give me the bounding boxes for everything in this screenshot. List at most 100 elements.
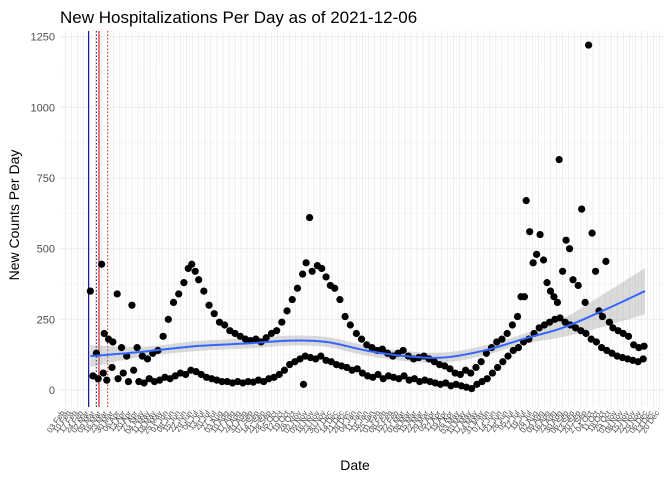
data-point xyxy=(119,369,127,377)
data-point xyxy=(293,284,302,292)
y-axis-title: New Counts Per Day xyxy=(6,150,22,281)
data-point xyxy=(494,363,502,372)
data-point xyxy=(591,267,600,275)
data-point xyxy=(108,363,116,372)
data-point xyxy=(283,307,291,315)
data-point xyxy=(543,279,551,287)
data-point xyxy=(195,276,203,284)
data-point xyxy=(299,380,308,388)
data-point xyxy=(585,41,593,49)
data-point xyxy=(378,345,386,353)
data-point xyxy=(164,315,172,323)
data-point xyxy=(533,250,541,258)
data-point xyxy=(565,245,574,253)
data-point xyxy=(244,377,252,386)
y-tick-label: 500 xyxy=(37,244,55,256)
data-point xyxy=(483,375,491,383)
data-point xyxy=(346,321,354,329)
confidence-band xyxy=(90,268,645,368)
data-point xyxy=(262,334,270,342)
data-point xyxy=(275,370,283,379)
data-point xyxy=(302,259,310,267)
data-point xyxy=(539,256,548,264)
data-point xyxy=(598,312,607,321)
data-point xyxy=(529,259,537,267)
data-point xyxy=(117,344,126,352)
data-point xyxy=(180,279,188,287)
y-tick-label: 0 xyxy=(49,385,55,397)
data-point xyxy=(159,332,167,340)
data-point xyxy=(477,358,485,366)
data-point xyxy=(273,327,281,335)
data-point xyxy=(514,344,523,352)
data-point xyxy=(400,372,408,380)
data-point xyxy=(103,376,111,384)
data-point xyxy=(322,273,330,281)
data-point xyxy=(592,338,601,346)
data-point xyxy=(499,358,507,366)
data-point xyxy=(374,370,382,379)
data-point xyxy=(520,293,529,301)
data-points xyxy=(86,41,648,393)
data-point xyxy=(353,365,361,373)
data-point xyxy=(526,228,534,236)
reference-lines xyxy=(87,31,109,407)
smooth-curve xyxy=(90,290,646,359)
data-point xyxy=(508,321,516,329)
chart-title: New Hospitalizations Per Day as of 2021-… xyxy=(60,8,417,27)
data-point xyxy=(288,295,296,304)
data-point xyxy=(210,310,218,318)
data-point xyxy=(550,293,558,301)
data-point xyxy=(133,344,141,352)
data-point xyxy=(546,287,555,295)
data-point xyxy=(624,332,633,340)
data-point xyxy=(169,298,178,306)
data-point xyxy=(399,346,407,355)
data-point xyxy=(308,267,316,275)
data-point xyxy=(605,318,614,326)
data-point xyxy=(582,329,590,338)
data-point xyxy=(124,377,133,386)
data-point xyxy=(140,379,148,387)
data-point xyxy=(574,281,582,290)
data-point xyxy=(200,287,208,295)
data-point xyxy=(640,342,648,350)
x-axis-title: Date xyxy=(340,457,370,473)
data-point xyxy=(331,284,339,292)
data-point xyxy=(562,236,570,244)
data-point xyxy=(175,290,183,298)
data-point xyxy=(94,375,102,383)
data-point xyxy=(130,366,138,374)
data-point xyxy=(318,264,326,273)
data-point xyxy=(336,295,344,304)
data-point xyxy=(498,335,506,343)
data-point xyxy=(341,312,349,321)
data-point xyxy=(221,321,229,329)
data-point xyxy=(86,287,94,295)
data-point xyxy=(109,338,117,346)
data-point xyxy=(99,369,107,377)
data-point xyxy=(352,329,360,338)
data-point xyxy=(488,369,497,377)
data-point xyxy=(639,355,647,363)
data-point xyxy=(97,260,106,268)
data-point xyxy=(513,312,522,321)
data-point xyxy=(602,257,610,266)
data-point xyxy=(468,385,476,393)
data-point xyxy=(559,267,567,275)
y-tick-label: 750 xyxy=(37,173,55,185)
data-point xyxy=(305,213,314,222)
data-point xyxy=(143,355,152,363)
data-point xyxy=(128,301,136,309)
y-tick-label: 1000 xyxy=(31,102,55,114)
data-point xyxy=(218,377,226,386)
data-point xyxy=(504,352,512,360)
data-point xyxy=(446,365,454,373)
data-point xyxy=(317,352,325,360)
data-point xyxy=(191,267,199,275)
smooth-line xyxy=(90,290,646,359)
data-point xyxy=(581,298,589,306)
data-point xyxy=(522,197,530,205)
y-tick-label: 1250 xyxy=(31,32,55,44)
